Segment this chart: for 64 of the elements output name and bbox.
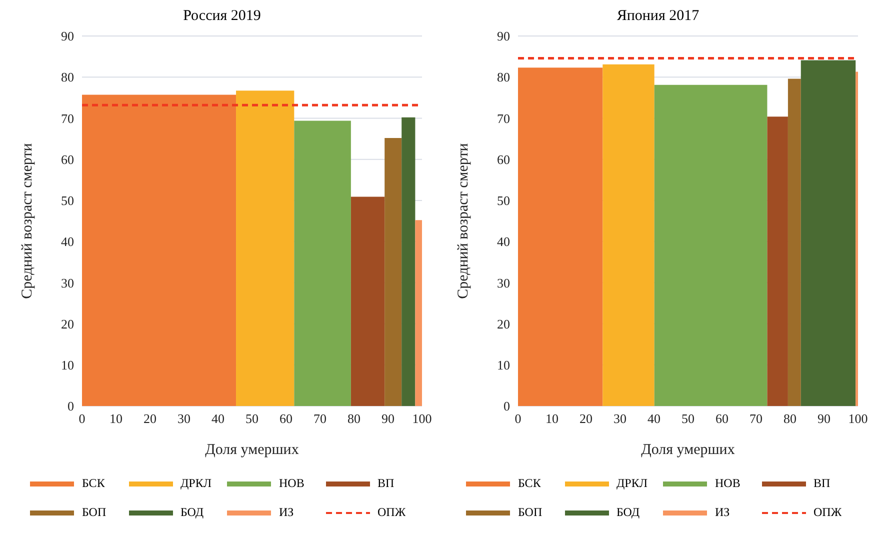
- y-tick-label: 30: [497, 275, 510, 290]
- category-label: БСК: [82, 476, 105, 490]
- x-tick-label: 70: [314, 411, 326, 426]
- y-tick-label: 80: [497, 70, 510, 85]
- category-label: ДРКЛ: [616, 476, 648, 490]
- y-axis-title: Средний возраст смерти: [455, 143, 472, 299]
- x-tick-label: 50: [682, 411, 694, 426]
- category-label: ВП: [378, 476, 394, 490]
- x-tick-label: 80: [348, 411, 360, 426]
- category-label: НОВ: [279, 476, 304, 490]
- x-tick-label: 90: [382, 411, 394, 426]
- x-tick-label: 90: [818, 411, 830, 426]
- y-tick-label: 80: [61, 70, 74, 85]
- y-tick-label: 20: [497, 316, 510, 332]
- category-label: БОД: [616, 505, 640, 519]
- category-label: ДРКЛ: [180, 476, 212, 490]
- x-tick-label: 70: [750, 411, 762, 426]
- y-tick-label: 60: [497, 152, 510, 167]
- x-tick-label: 10: [546, 411, 558, 426]
- chart-title: Россия 2019: [182, 8, 262, 26]
- x-axis-title: Доля умерших: [641, 442, 736, 458]
- category-label: ИЗ: [279, 505, 294, 519]
- category-label: БОД: [180, 505, 204, 519]
- x-tick-label: 60: [280, 411, 292, 426]
- y-tick-label: 90: [61, 28, 74, 44]
- x-tick-label: 50: [246, 411, 258, 426]
- y-tick-label: 10: [497, 358, 510, 373]
- y-tick-label: 20: [61, 316, 74, 332]
- x-tick-label: 100: [412, 411, 432, 426]
- y-tick-label: 50: [61, 193, 74, 208]
- y-tick-label: 10: [61, 358, 74, 373]
- y-axis-title: Средний возраст смерти: [19, 143, 36, 299]
- x-axis-title: Доля умерших: [205, 442, 300, 458]
- y-tick-label: 90: [497, 28, 510, 44]
- x-tick-label: 60: [716, 411, 728, 426]
- y-tick-label: 40: [61, 234, 74, 250]
- x-tick-label: 0: [78, 411, 86, 426]
- y-tick-label: 70: [497, 110, 510, 126]
- y-tick-label: 0: [68, 398, 74, 414]
- legend-label: ОПЖ: [378, 505, 406, 520]
- category-label: БСК: [518, 476, 541, 490]
- category-label: ВП: [814, 476, 830, 490]
- x-tick-label: 40: [648, 411, 660, 426]
- x-tick-label: 10: [110, 411, 122, 426]
- y-tick-label: 50: [497, 193, 510, 208]
- category-label: НОВ: [715, 476, 740, 490]
- x-tick-label: 0: [514, 411, 522, 426]
- x-tick-label: 30: [614, 411, 626, 426]
- x-tick-label: 20: [580, 411, 592, 426]
- x-tick-label: 80: [784, 411, 796, 426]
- y-tick-label: 0: [504, 398, 510, 414]
- x-tick-label: 20: [144, 411, 156, 426]
- category-label: БОП: [82, 505, 106, 519]
- x-tick-label: 30: [178, 411, 190, 426]
- category-label: БОП: [518, 505, 542, 519]
- x-tick-label: 100: [848, 411, 868, 426]
- category-label: ИЗ: [715, 505, 730, 519]
- y-tick-label: 60: [61, 152, 74, 167]
- legend-label: ОПЖ: [814, 505, 842, 520]
- y-tick-label: 30: [61, 275, 74, 290]
- chart-title: Япония 2017: [616, 8, 700, 26]
- y-tick-label: 40: [497, 234, 510, 250]
- y-tick-label: 70: [61, 110, 74, 126]
- x-tick-label: 40: [212, 411, 224, 426]
